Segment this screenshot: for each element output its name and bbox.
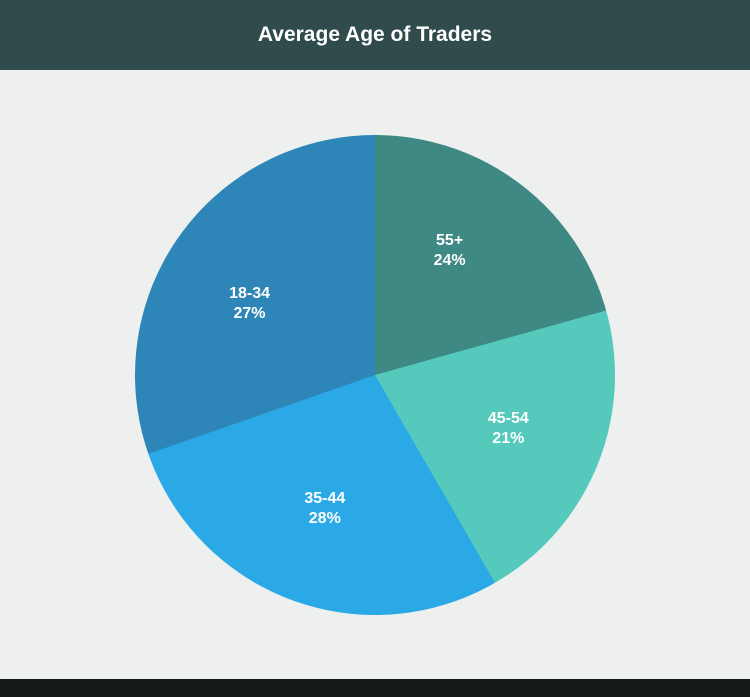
- slice-percent: 24%: [434, 251, 466, 271]
- slice-percent: 27%: [229, 304, 270, 324]
- slice-name: 35-44: [304, 489, 345, 509]
- pie-chart: 55+24% 45-5421% 35-4428% 18-3427%: [135, 135, 615, 615]
- page: Average Age of Traders 55+24% 45-5421% 35-…: [0, 0, 750, 697]
- pie-disc: [135, 135, 615, 615]
- pie-slice-label: 35-4428%: [304, 489, 345, 529]
- slice-percent: 28%: [304, 509, 345, 529]
- slice-percent: 21%: [488, 429, 529, 449]
- slice-name: 18-34: [229, 284, 270, 304]
- pie-slice-label: 45-5421%: [488, 409, 529, 449]
- chart-area: 55+24% 45-5421% 35-4428% 18-3427%: [0, 70, 750, 679]
- header-bar: Average Age of Traders: [0, 0, 750, 70]
- footer-bar: [0, 679, 750, 697]
- pie-slice-label: 18-3427%: [229, 284, 270, 324]
- pie-slice-label: 55+24%: [434, 231, 466, 271]
- slice-name: 45-54: [488, 409, 529, 429]
- slice-name: 55+: [434, 231, 466, 251]
- chart-title: Average Age of Traders: [258, 23, 492, 47]
